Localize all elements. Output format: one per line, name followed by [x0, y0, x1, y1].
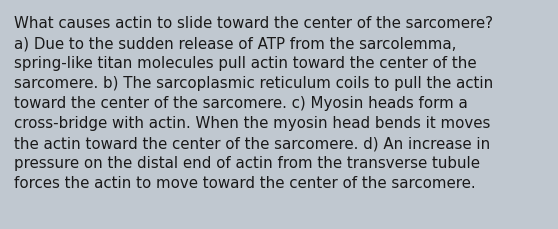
Text: What causes actin to slide toward the center of the sarcomere?
a) Due to the sud: What causes actin to slide toward the ce… [14, 16, 493, 191]
